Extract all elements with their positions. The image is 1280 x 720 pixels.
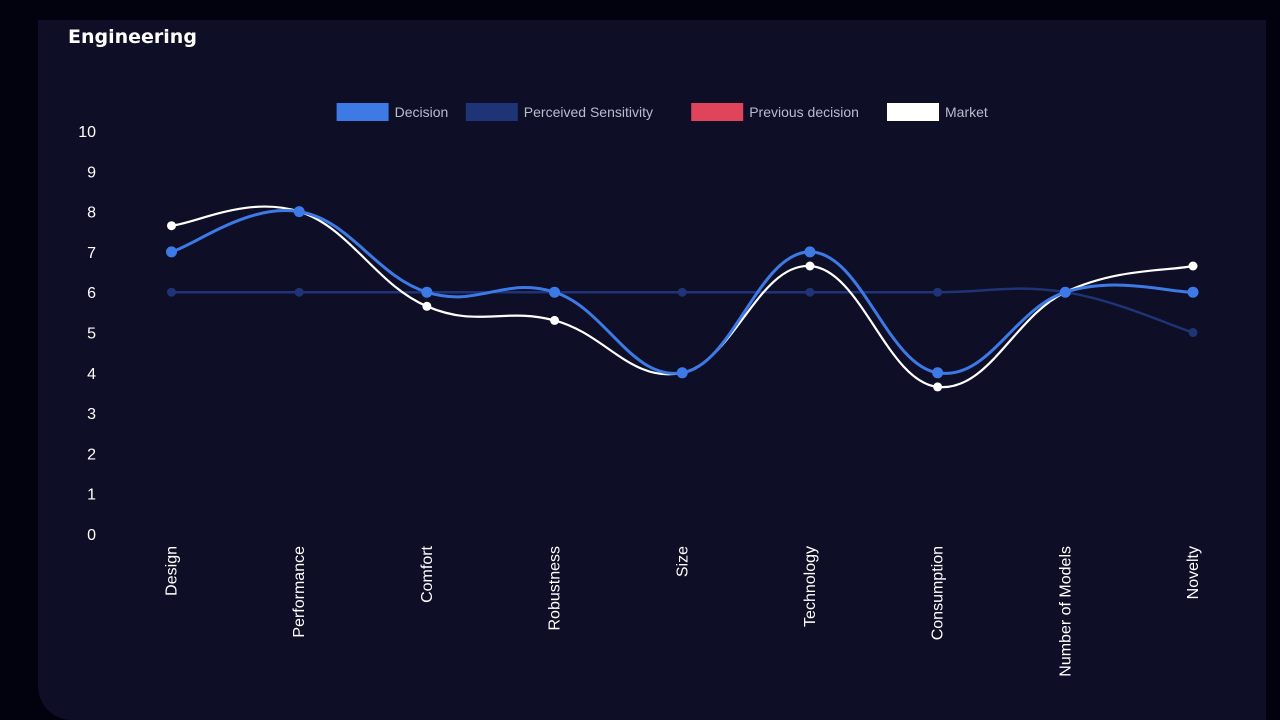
series-line-market [171,205,1194,389]
point-market-robustness[interactable] [550,315,560,325]
legend-swatch-decision [336,103,389,121]
series-lines [171,205,1194,389]
y-tick-label: 6 [87,285,96,302]
x-tick-label-robustness: Robustness [547,546,564,631]
y-tick-label: 5 [87,326,96,343]
legend-label-perceived-sensitivity: Perceived Sensitivity [524,104,653,120]
y-axis: 0 1 2 3 4 5 6 7 8 9 10 [78,124,96,544]
point-market-comfort[interactable] [422,301,432,311]
x-tick-label-number-of-models: Number of Models [1057,546,1074,677]
point-decision-technology[interactable] [804,246,816,258]
legend-swatch-previous-decision [691,103,744,121]
point-decision-comfort[interactable] [421,286,433,298]
y-tick-label: 3 [87,406,96,423]
point-perceived-sensitivity-consumption[interactable] [933,287,943,297]
x-tick-label-design: Design [164,546,181,596]
point-decision-consumption[interactable] [932,367,944,379]
y-tick-label: 7 [87,245,96,262]
x-tick-label-consumption: Consumption [930,546,947,640]
legend-swatch-perceived-sensitivity [465,103,518,121]
x-tick-label-novelty: Novelty [1185,546,1202,599]
point-decision-size[interactable] [676,367,688,379]
chart-title: Engineering [68,26,197,48]
legend-item-perceived-sensitivity[interactable]: Perceived Sensitivity [465,103,653,121]
chart-panel [38,20,1266,720]
point-decision-performance[interactable] [293,206,305,218]
legend-item-decision[interactable]: Decision [336,103,449,121]
point-decision-robustness[interactable] [549,286,561,298]
y-tick-label: 1 [87,487,96,504]
point-decision-number-of-models[interactable] [1059,286,1071,298]
series-line-decision [171,209,1194,375]
point-perceived-sensitivity-novelty[interactable] [1188,328,1198,337]
point-perceived-sensitivity-technology[interactable] [805,287,815,297]
point-market-novelty[interactable] [1188,261,1198,271]
point-market-technology[interactable] [805,261,815,271]
legend-label-decision: Decision [395,104,449,120]
x-tick-label-performance: Performance [291,546,308,638]
legend-item-previous-decision[interactable]: Previous decision [691,103,859,121]
series-points [166,206,1199,392]
point-perceived-sensitivity-performance[interactable] [294,287,304,297]
y-tick-label: 2 [87,446,96,463]
x-tick-label-comfort: Comfort [419,545,436,602]
y-tick-label: 10 [78,124,96,141]
legend-item-market[interactable]: Market [887,103,988,121]
point-market-design[interactable] [167,221,176,231]
point-perceived-sensitivity-size[interactable] [677,287,687,297]
legend: Decision Perceived Sensitivity Previous de… [336,103,988,121]
point-market-consumption[interactable] [933,382,943,392]
y-tick-label: 9 [87,164,96,181]
x-axis: Design Performance Comfort Robustness Size Te… [164,545,1203,676]
point-decision-design[interactable] [166,246,177,258]
legend-swatch-market [887,103,939,121]
x-tick-label-size: Size [674,546,691,577]
point-perceived-sensitivity-design[interactable] [167,287,176,297]
y-tick-label: 8 [87,205,96,222]
y-tick-label: 0 [87,527,96,544]
x-tick-label-technology: Technology [802,546,819,627]
legend-label-previous-decision: Previous decision [749,104,859,120]
point-decision-novelty[interactable] [1187,286,1199,298]
legend-label-market: Market [945,104,988,120]
y-tick-label: 4 [87,366,96,383]
